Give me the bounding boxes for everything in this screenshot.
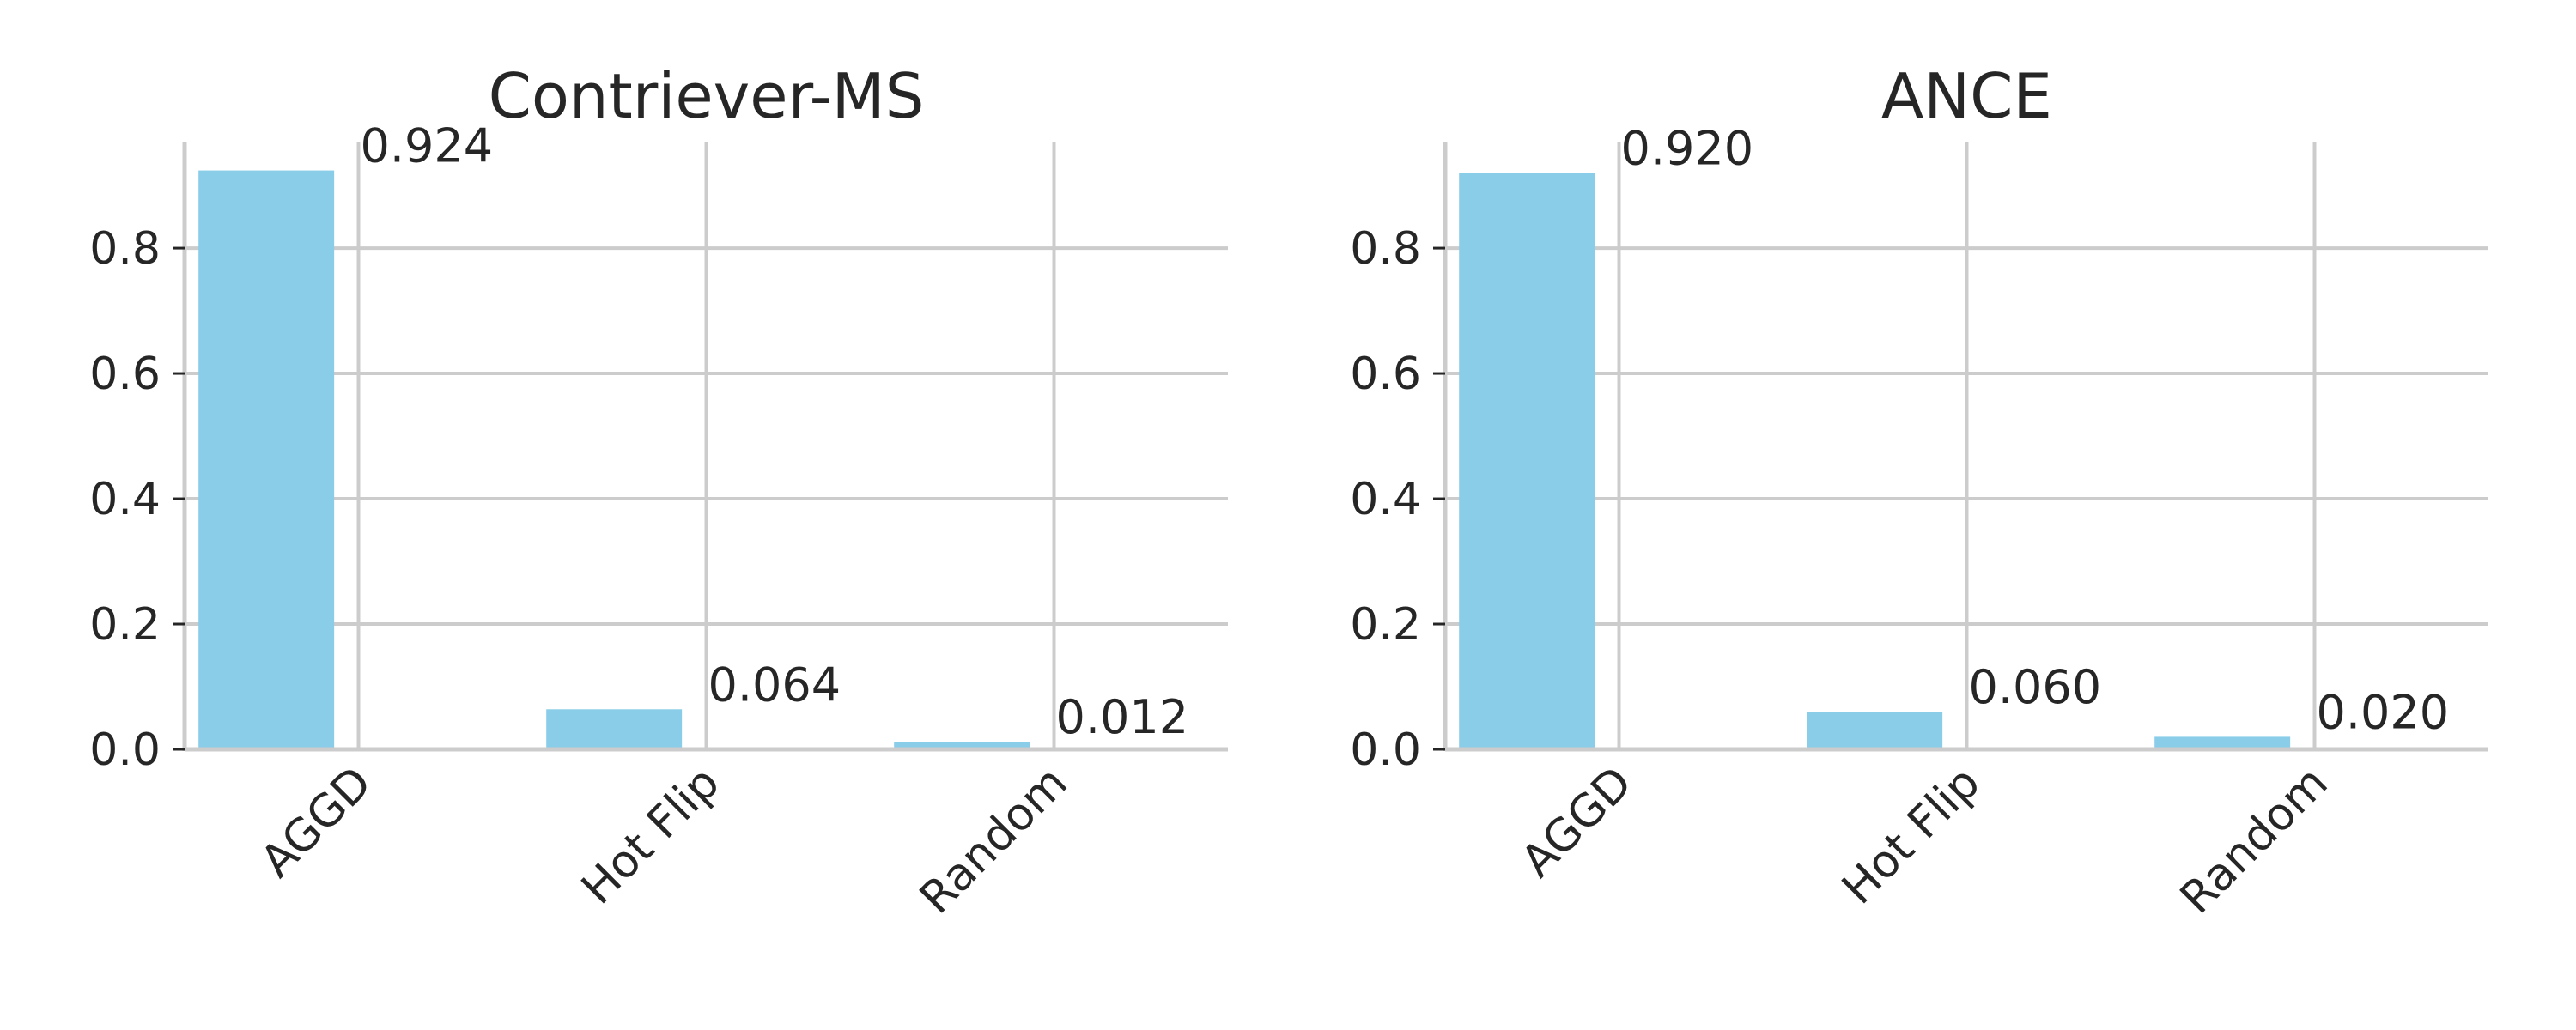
bar (198, 170, 335, 749)
chart-title: ANCE (1881, 60, 2052, 132)
y-tick-label: 0.0 (1350, 724, 1421, 776)
y-tick-label: 0.2 (89, 599, 161, 651)
x-tick-label: AGGD (251, 757, 381, 888)
bar (2154, 736, 2291, 749)
x-tick-label: Hot Flip (572, 757, 730, 915)
y-tick-label: 0.2 (1350, 599, 1421, 651)
bar-value-label: 0.060 (1969, 660, 2102, 714)
y-tick-label: 0.8 (1350, 223, 1421, 275)
bar (894, 742, 1030, 749)
y-tick-label: 0.4 (1350, 474, 1421, 525)
bar (1459, 173, 1595, 749)
bar (1807, 712, 1943, 749)
x-tick-label: Random (2171, 757, 2338, 924)
y-tick-label: 0.0 (89, 724, 161, 776)
chart-panel-contriever-ms: Contriever-MS 0.0 0.2 0.4 0.6 0.8 AGGD Hot Fli… (89, 60, 1228, 924)
bar-value-label: 0.064 (708, 657, 841, 712)
y-tick-label: 0.8 (89, 223, 161, 275)
bar-value-label: 0.920 (1621, 121, 1754, 175)
x-tick-label: Random (910, 757, 1078, 924)
bar-value-label: 0.924 (361, 119, 494, 173)
y-tick-label: 0.6 (1350, 348, 1421, 400)
x-tick-label: AGGD (1511, 757, 1642, 888)
x-tick-label: Hot Flip (1832, 757, 1990, 915)
y-tick-label: 0.6 (89, 348, 161, 400)
chart-title: Contriever-MS (489, 60, 925, 132)
y-tick-label: 0.4 (89, 474, 161, 525)
chart-panel-ance: ANCE 0.0 0.2 0.4 0.6 0.8 AGGD Hot Flip Random 0.… (1350, 60, 2488, 924)
bar (546, 709, 683, 749)
bar-value-label: 0.020 (2317, 685, 2450, 739)
bar-value-label: 0.012 (1056, 690, 1189, 744)
